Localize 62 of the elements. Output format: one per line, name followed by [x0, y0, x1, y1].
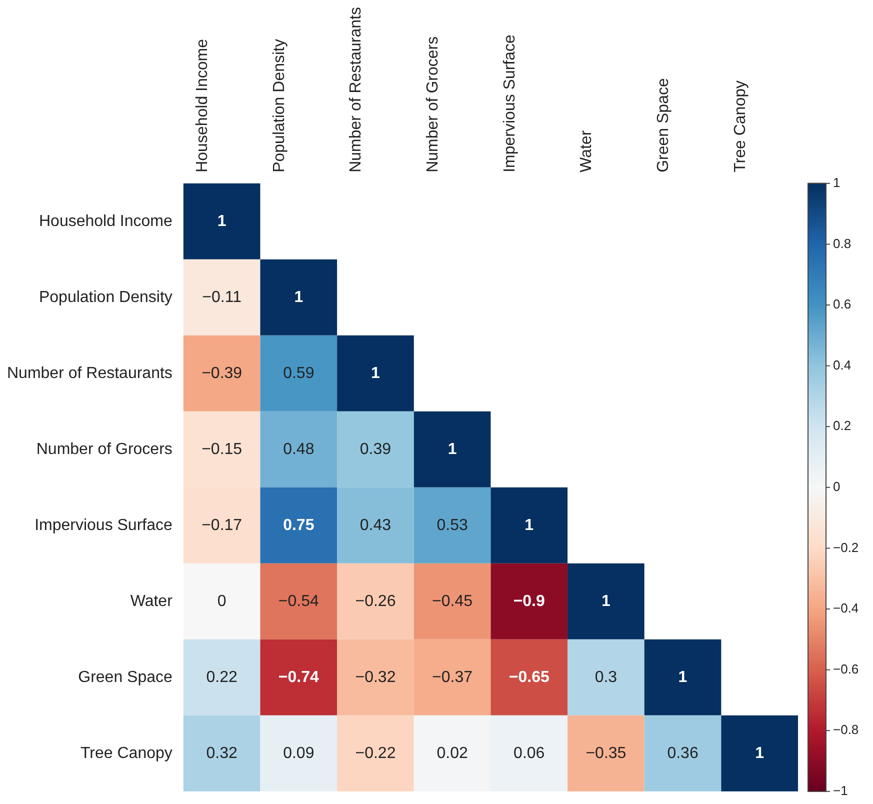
y-tick-label: Population Density [38, 288, 172, 306]
data-label: 0.22 [206, 668, 238, 686]
data-label: 1 [217, 212, 226, 230]
data-label: 0.75 [283, 516, 314, 534]
data-label: 1 [755, 744, 764, 762]
data-label: −0.35 [586, 744, 626, 762]
x-tick-label: Tree Canopy [732, 80, 749, 172]
data-label: 1 [678, 668, 688, 686]
data-label: −0.22 [355, 744, 396, 762]
y-tick-label: Tree Canopy [80, 744, 172, 762]
color-bar-label: 0.6 [833, 296, 852, 312]
data-label: 0.39 [360, 440, 392, 458]
y-tick-label: Impervious Surface [34, 516, 172, 534]
data-label: 1 [601, 592, 610, 610]
data-label: −0.15 [202, 440, 242, 458]
color-bar-label: −0.2 [833, 540, 859, 555]
color-bar-label: −0.8 [833, 722, 859, 738]
data-label: 0.32 [206, 744, 238, 762]
x-tick-label: Number of Restaurants [348, 7, 365, 172]
data-label: −0.37 [432, 668, 473, 686]
y-tick-label: Number of Grocers [36, 440, 172, 458]
x-tick-label: Number of Grocers [424, 36, 442, 172]
data-label: 0.09 [283, 744, 314, 762]
data-label: −0.9 [513, 592, 546, 610]
y-tick-label: Water [130, 592, 174, 610]
color-bar-label: 0.2 [833, 418, 852, 434]
x-tick-label: Water [578, 130, 596, 172]
color-bar-label: −0.6 [833, 661, 859, 676]
data-label: 0.3 [594, 668, 618, 686]
color-bar-label: −0.4 [833, 600, 859, 616]
color-bar-label: 0.4 [833, 357, 852, 372]
data-label: −0.39 [202, 364, 242, 382]
y-tick-label: Green Space [78, 668, 173, 686]
data-label: 0.36 [667, 744, 698, 762]
data-label: −0.11 [202, 288, 242, 306]
data-label: 1 [294, 288, 304, 306]
color-bar-label: −1 [833, 782, 848, 798]
y-tick-label: Number of Restaurants [7, 364, 172, 382]
data-label: −0.26 [355, 592, 396, 610]
color-bar-label: 0.8 [833, 236, 852, 251]
data-label: 1 [524, 516, 534, 534]
data-label: −0.54 [278, 592, 319, 610]
data-label: −0.65 [508, 668, 550, 686]
color-bar-label: 1 [833, 174, 840, 190]
y-tick-label: Household Income [38, 212, 172, 230]
data-label: 0.53 [436, 516, 468, 534]
x-tick-label: Impervious Surface [501, 34, 518, 172]
data-label: 0.59 [283, 364, 314, 382]
x-tick-label: Green Space [654, 78, 672, 172]
data-label: 1 [371, 364, 380, 382]
data-label: 0.48 [283, 440, 314, 458]
data-label: 0 [217, 592, 226, 610]
data-label: −0.45 [432, 592, 473, 610]
color-bar-label: 0 [833, 478, 840, 494]
data-label: −0.17 [202, 516, 242, 534]
data-label: 0.06 [514, 744, 545, 762]
data-label: 0.43 [360, 516, 392, 534]
x-tick-label: Population Density [270, 38, 288, 172]
data-label: 0.02 [436, 744, 468, 762]
data-label: 1 [448, 440, 457, 458]
data-label: −0.32 [355, 668, 396, 686]
data-label: −0.74 [278, 668, 319, 686]
